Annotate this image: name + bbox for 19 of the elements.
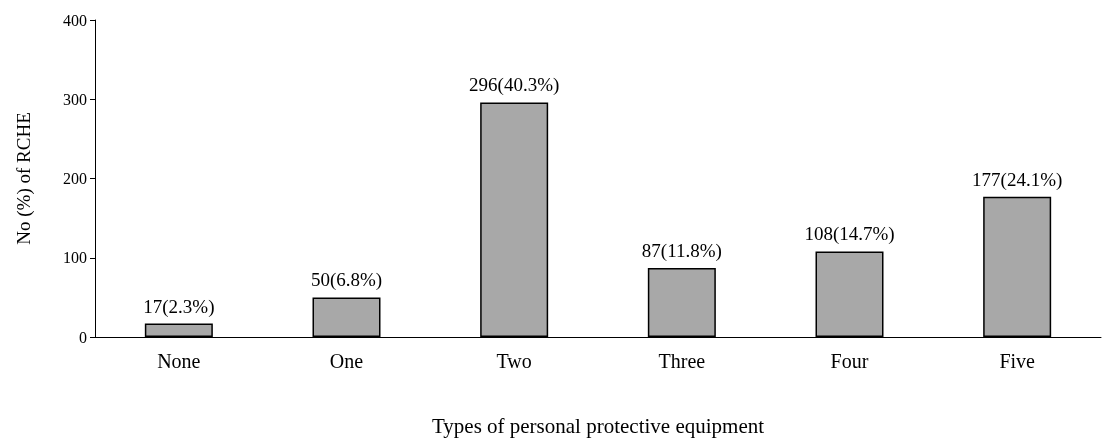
data-label: 50(6.8%) [310, 269, 383, 292]
data-label: 17(2.3%) [143, 295, 215, 318]
y-tick-label: 100 [63, 249, 87, 267]
x-tick-label: Five [999, 350, 1036, 372]
x-tick-label: Two [496, 350, 532, 372]
x-tick-label: Four [830, 350, 869, 372]
y-tick-label: 400 [63, 11, 87, 29]
data-label: 296(40.3%) [469, 74, 560, 97]
y-tick-label: 0 [79, 328, 87, 346]
y-tick-label: 300 [63, 90, 87, 108]
data-label: 108(14.7%) [804, 223, 895, 246]
data-label: 177(24.1%) [972, 168, 1063, 191]
x-axis-title: Types of personal protective equipment [431, 413, 765, 438]
y-tick-label: 200 [63, 170, 87, 187]
x-tick-label: Three [658, 350, 706, 372]
data-label: 87(11.8%) [641, 240, 722, 263]
x-tick-label: None [157, 350, 201, 372]
y-axis-title: No (%) of RCHE [13, 112, 35, 245]
x-tick-label: One [329, 350, 364, 372]
